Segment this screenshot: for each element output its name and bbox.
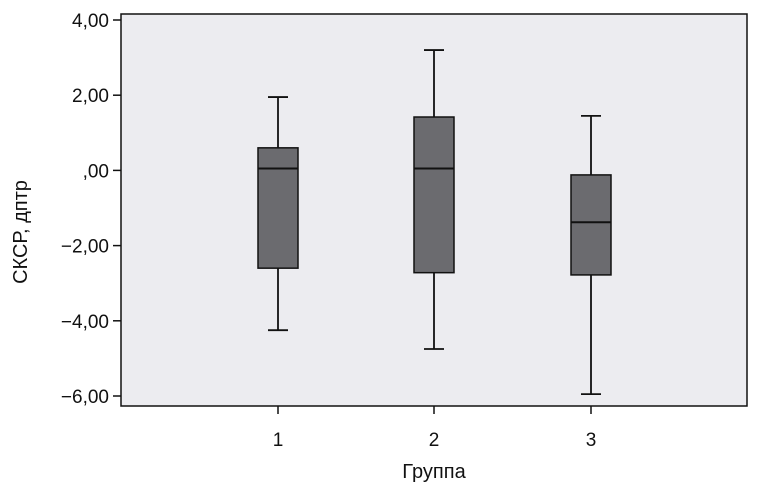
x-tick-label: 3 <box>586 430 597 451</box>
y-tick-label: −2,00 <box>61 237 109 258</box>
y-tick-label: 2,00 <box>72 86 109 107</box>
box-group-3 <box>570 114 612 396</box>
box-group-2 <box>413 49 455 350</box>
y-tick-label: ,00 <box>83 161 109 182</box>
iqr-box <box>257 147 299 269</box>
y-tick-label: −6,00 <box>61 387 109 408</box>
x-tick-label: 1 <box>273 430 284 451</box>
y-axis: 4,00 2,00 ,00 −2,00 −4,00 −6,00 <box>61 11 121 408</box>
iqr-box <box>570 174 612 276</box>
x-axis-title: Группа <box>402 461 466 483</box>
box-group-1 <box>257 96 299 332</box>
x-axis: 1 2 3 <box>273 406 597 451</box>
y-tick-label: −4,00 <box>61 312 109 333</box>
boxes <box>257 49 612 396</box>
y-tick-label: 4,00 <box>72 11 109 32</box>
y-axis-title: СКСР, дптр <box>10 180 32 284</box>
iqr-box <box>413 116 455 274</box>
x-tick-label: 2 <box>429 430 440 451</box>
